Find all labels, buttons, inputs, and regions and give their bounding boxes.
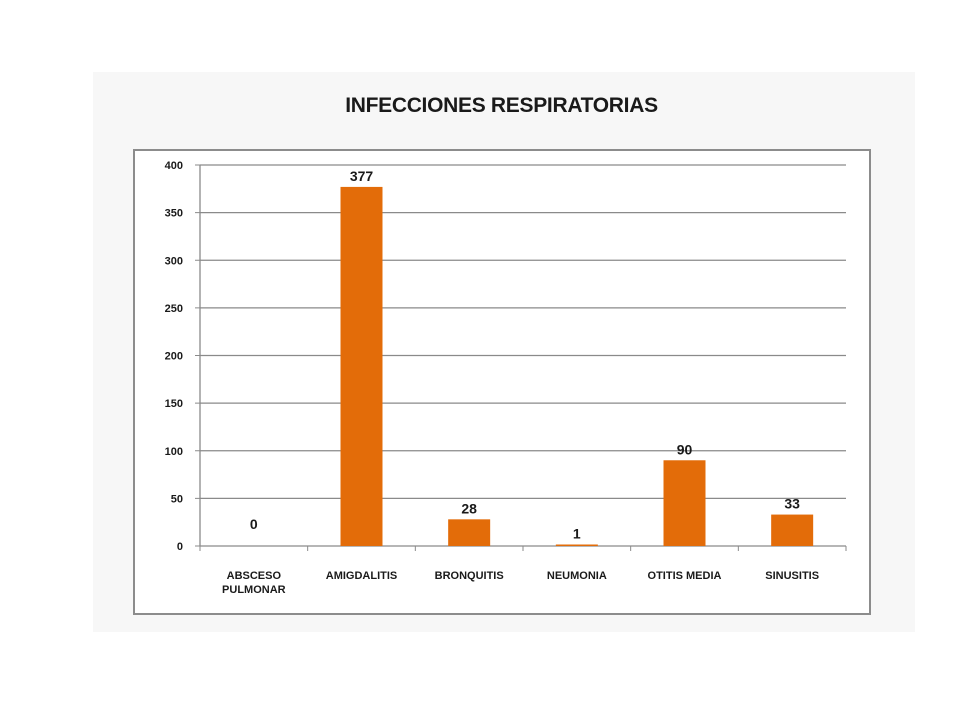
data-label: 0 <box>250 516 258 532</box>
plot-frame <box>133 149 871 615</box>
y-tick-label: 250 <box>165 303 183 315</box>
chart-title: INFECCIONES RESPIRATORIAS <box>345 94 658 117</box>
category-labels: ABSCESO PULMONAR AMIGDALITIS BRONQUITIS NEUM… <box>222 570 819 596</box>
y-tick-label: 400 <box>165 160 183 172</box>
category-label: AMIGDALITIS <box>326 570 398 582</box>
y-tick-label: 0 <box>177 541 183 553</box>
y-tick-label: 350 <box>165 208 183 220</box>
y-tick-label: 100 <box>165 446 183 458</box>
data-label: 90 <box>677 441 693 457</box>
data-label: 28 <box>461 500 477 516</box>
y-tick-label: 150 <box>165 398 183 410</box>
y-tick-label: 50 <box>171 493 183 505</box>
y-tick-label: 300 <box>165 255 183 267</box>
category-label: ABSCESO PULMONAR <box>222 570 286 596</box>
x-axis <box>199 545 847 551</box>
bar <box>771 514 814 546</box>
category-label: OTITIS MEDIA <box>648 570 722 582</box>
y-tick-label: 200 <box>165 351 183 363</box>
data-label: 377 <box>350 168 374 184</box>
data-label: 1 <box>573 526 581 542</box>
data-labels: 0 377 28 1 90 33 <box>250 168 800 542</box>
y-axis: 0 50 100 150 200 250 300 350 400 <box>165 160 201 553</box>
bar <box>340 186 383 546</box>
category-label: NEUMONIA <box>547 570 607 582</box>
bar <box>448 519 491 546</box>
category-label: BRONQUITIS <box>435 570 504 582</box>
bars <box>340 186 814 546</box>
category-label: SINUSITIS <box>765 570 819 582</box>
bar <box>663 460 706 546</box>
bar <box>555 544 598 546</box>
data-label: 33 <box>784 496 800 512</box>
gridlines <box>200 164 846 500</box>
